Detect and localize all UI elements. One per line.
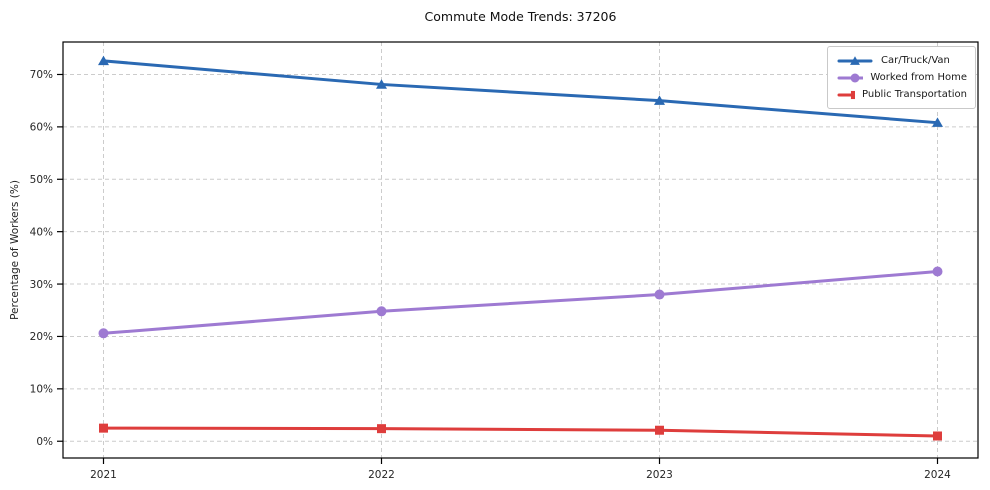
data-point-marker [99, 423, 108, 433]
legend-label: Car/Truck/Van [881, 55, 950, 66]
legend-swatch [837, 55, 873, 65]
chart-title: Commute Mode Trends: 37206 [424, 9, 617, 24]
y-axis-tick-label: 10% [30, 384, 53, 396]
series-line-public-transportation [102, 426, 939, 438]
data-point-marker [654, 95, 665, 105]
x-axis-tick-label: 2021 [90, 469, 117, 481]
legend-item-car-truck-van: Car/Truck/Van [834, 52, 969, 69]
data-point-marker [933, 431, 942, 441]
data-point-marker [850, 55, 860, 65]
data-point-marker [376, 79, 387, 89]
data-point-marker [932, 266, 943, 277]
data-point-marker [850, 73, 860, 82]
data-point-marker [655, 425, 664, 435]
series-line-car-truck-van [102, 59, 939, 125]
y-axis-tick-label: 30% [30, 279, 53, 291]
x-axis-tick-label: 2023 [646, 469, 673, 481]
y-axis-tick-label: 20% [30, 331, 53, 343]
x-axis-tick-label: 2024 [924, 469, 951, 481]
y-axis-tick-label: 60% [30, 122, 53, 134]
plot-border [62, 41, 979, 459]
data-point-marker [98, 328, 109, 339]
data-point-marker [932, 117, 943, 127]
data-point-marker [98, 55, 109, 66]
data-point-marker [850, 90, 856, 99]
legend-label: Worked from Home [870, 72, 967, 83]
y-axis-tick-label: 70% [30, 69, 53, 81]
y-axis-tick-label: 0% [36, 436, 53, 448]
legend-swatch [837, 90, 856, 99]
y-axis-tick-label: 50% [30, 174, 53, 186]
series-line-worked-from-home [102, 269, 939, 335]
legend-item-public-transportation: Public Transportation [834, 86, 969, 103]
legend-label: Public Transportation [862, 89, 967, 100]
legend-swatch [837, 73, 864, 82]
legend: Car/Truck/Van Worked from Home Public Tran… [827, 46, 976, 109]
data-point-marker [376, 306, 387, 317]
data-point-marker [654, 289, 665, 300]
legend-item-worked-from-home: Worked from Home [834, 69, 969, 86]
y-axis-tick-label: 40% [30, 226, 53, 238]
x-axis-tick-label: 2022 [368, 469, 395, 481]
data-point-marker [377, 424, 386, 434]
